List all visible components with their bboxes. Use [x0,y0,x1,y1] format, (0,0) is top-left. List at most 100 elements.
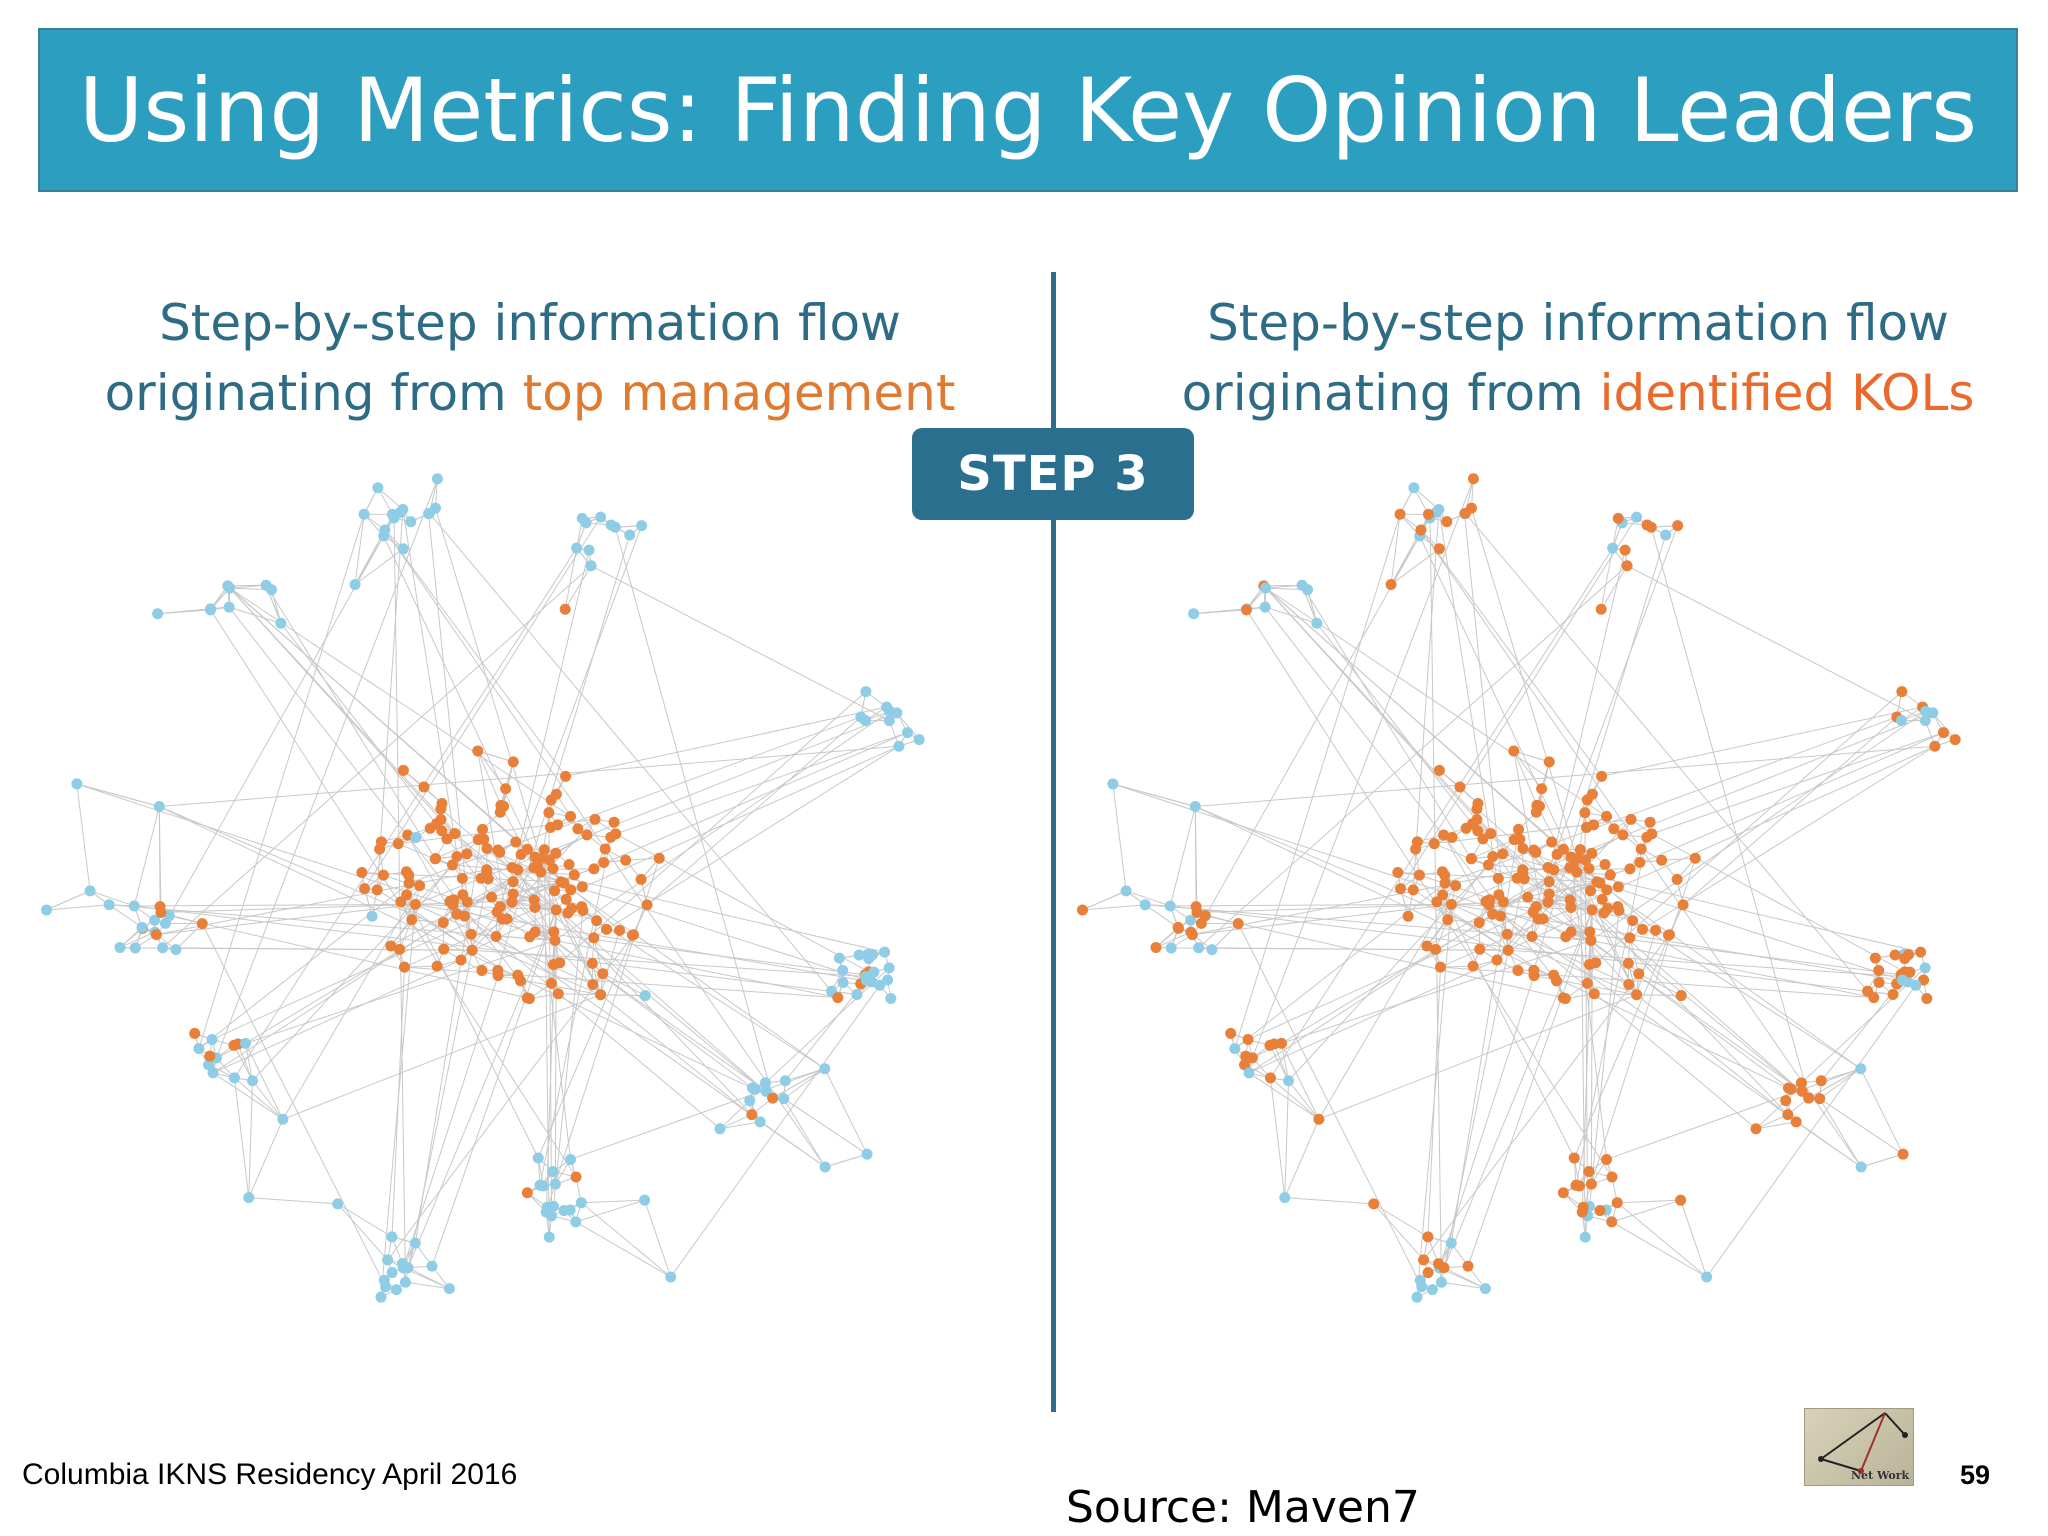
network-edge [1527,896,1593,911]
network-edge [1443,834,1509,951]
informed-node [1645,521,1657,533]
informed-node [1313,1113,1325,1125]
network-edge [590,565,890,722]
informed-node [1612,512,1624,524]
informed-node [495,799,507,811]
network-edge [415,712,898,905]
network-edge [159,806,601,996]
informed-node [565,810,577,822]
network-edge [248,1197,338,1205]
network-edge [772,1068,826,1099]
network-edge [1596,881,1903,981]
informed-node [559,603,571,615]
informed-node [1527,906,1539,918]
informed-node [1585,885,1597,897]
network-edge [1819,1098,1904,1155]
right-network-graph [1076,473,1961,1303]
logo-text: Net Work [1851,1469,1910,1482]
uninformed-node [1120,885,1132,897]
informed-node [608,816,620,828]
informed-node [1474,943,1486,955]
informed-node [1502,944,1514,956]
network-edge [1200,535,1421,924]
network-edge [783,1098,868,1155]
uninformed-node [558,1205,570,1217]
uninformed-node [861,1148,873,1160]
uninformed-node [1919,715,1931,727]
uninformed-node [576,512,588,524]
uninformed-node [266,584,278,596]
left-heading-accent: top management [522,364,956,422]
network-edge [354,548,404,585]
informed-node [1411,836,1423,848]
informed-node [1467,960,1479,972]
informed-node [1571,866,1583,878]
uninformed-node [84,885,96,897]
informed-node [1598,907,1610,919]
informed-node [1465,502,1477,514]
network-edge [158,806,162,913]
network-edge [1211,923,1239,951]
network-edge [1533,534,1667,971]
network-edge [1155,931,1192,948]
network-edge [1507,933,1592,941]
network-edge [564,565,592,610]
uninformed-node [1445,1237,1457,1249]
network-edge [1513,750,1550,763]
informed-node [1586,904,1598,916]
informed-node [1625,813,1637,825]
informed-node [1431,896,1443,908]
informed-node [204,1050,216,1062]
uninformed-node [609,521,621,533]
uninformed-node [874,979,886,991]
informed-node [154,901,166,913]
informed-node [501,913,513,925]
informed-node [1433,543,1445,555]
network-edge [1589,910,1620,1207]
network-edge [1270,1077,1320,1120]
network-edge [1198,565,1628,949]
network-edge [169,915,528,999]
network-edge [245,881,514,1044]
informed-node [409,898,421,910]
uninformed-node [639,990,651,1002]
informed-node [371,884,383,896]
uninformed-node [1165,942,1177,954]
slide-title: Using Metrics: Finding Key Opinion Leade… [78,58,1978,162]
network-edge [354,514,365,585]
network-edge [245,1043,284,1120]
network-edge [1661,857,1696,861]
informed-node [472,745,484,757]
informed-node [1663,929,1675,941]
network-edge [560,881,826,1070]
uninformed-node [375,1291,387,1303]
informed-node [1438,829,1450,841]
network-edge [1248,1072,1320,1120]
informed-node [1438,1262,1450,1274]
network-edge [554,939,838,999]
informed-node [446,859,458,871]
informed-node [402,829,414,841]
informed-node [515,975,527,987]
network-edge [201,923,387,1287]
uninformed-node [240,1037,252,1049]
informed-node [1586,847,1598,859]
informed-node [1445,898,1457,910]
network-edge [1416,904,1452,1298]
informed-node [1415,524,1427,536]
source-credit: Source: Maven7 [1066,1482,1420,1533]
network-edge [245,940,556,1044]
informed-node [1887,988,1899,1000]
uninformed-node [1910,979,1922,991]
uninformed-node [901,727,913,739]
network-edge [600,994,761,1123]
network-edge [1301,584,1472,860]
network-edge [1444,716,1897,884]
uninformed-node [819,1161,831,1173]
network-edge [1170,903,1452,907]
uninformed-node [1243,1067,1255,1079]
network-edge [1586,909,1593,984]
uninformed-node [1579,1231,1591,1243]
uninformed-node [71,778,83,790]
network-edge [402,975,499,1269]
